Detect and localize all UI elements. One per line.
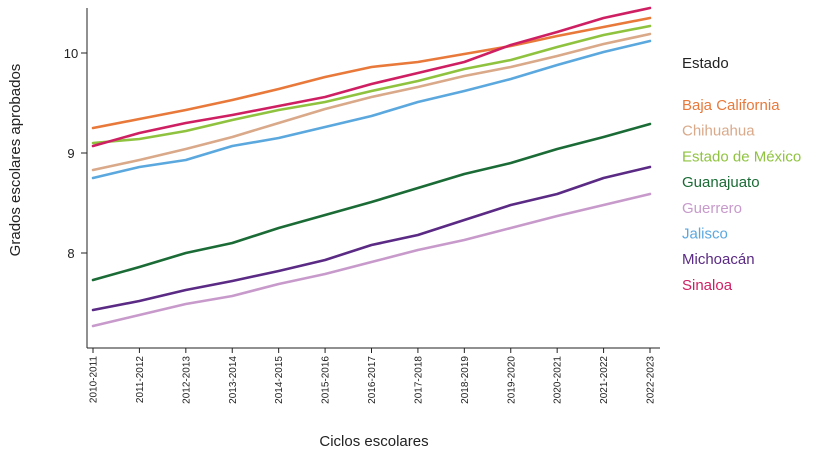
x-tick-label: 2013-2014	[228, 356, 239, 404]
legend-entry-guerrero: Guerrero	[682, 200, 742, 217]
series-line-jalisco	[91, 39, 652, 180]
series-line-michoacan	[91, 165, 652, 312]
y-tick-label: 8	[67, 246, 74, 261]
legend-title: Estado	[682, 55, 729, 72]
series-lines	[91, 6, 652, 328]
x-tick-label: 2014-2015	[274, 356, 285, 404]
x-tick-label: 2017-2018	[413, 356, 424, 404]
legend-entry-chihuahua: Chihuahua	[682, 123, 755, 140]
x-tick-label: 2010-2011	[89, 356, 100, 404]
legend-entry-michoacan: Michoacán	[682, 251, 755, 268]
y-tick-label: 9	[67, 146, 74, 161]
x-tick-label: 2020-2021	[553, 356, 564, 404]
x-tick-label: 2012-2013	[181, 356, 192, 404]
series-line-estado-de-mexico	[91, 24, 652, 145]
x-tick-label: 2011-2012	[135, 356, 146, 404]
legend-entry-estado-de-mexico: Estado de México	[682, 148, 801, 165]
legend-entries: Baja California Chihuahua Estado de México…	[682, 97, 801, 294]
legend-entry-jalisco: Jalisco	[682, 226, 728, 243]
legend-entry-baja-california: Baja California	[682, 97, 780, 114]
series-line-guanajuato	[91, 122, 652, 282]
y-tick-label: 10	[64, 46, 78, 61]
series-line-sinaloa	[91, 6, 652, 148]
series-line-baja-california	[91, 16, 652, 130]
plot-area: 8 9 10 2010-2011 2011-2012 2012-2013 2013-201…	[64, 6, 660, 404]
x-tick-label: 2015-2016	[321, 356, 332, 404]
x-tick-label: 2022-2023	[646, 356, 657, 404]
x-tick-label: 2019-2020	[506, 356, 517, 404]
legend-entry-guanajuato: Guanajuato	[682, 174, 760, 191]
x-ticks: 2010-2011 2011-2012 2012-2013 2013-2014 2014…	[89, 348, 657, 404]
series-line-guerrero	[91, 192, 652, 328]
y-ticks: 8 9 10	[64, 46, 87, 261]
x-axis-title: Ciclos escolares	[319, 433, 428, 450]
x-tick-label: 2021-2022	[599, 356, 610, 404]
x-tick-label: 2016-2017	[367, 356, 378, 404]
x-tick-label: 2018-2019	[460, 356, 471, 404]
y-axis-title: Grados escolares aprobados	[7, 64, 24, 257]
legend: Estado Baja California Chihuahua Estado de…	[682, 55, 801, 294]
series-line-chihuahua	[91, 32, 652, 172]
legend-entry-sinaloa: Sinaloa	[682, 277, 733, 294]
